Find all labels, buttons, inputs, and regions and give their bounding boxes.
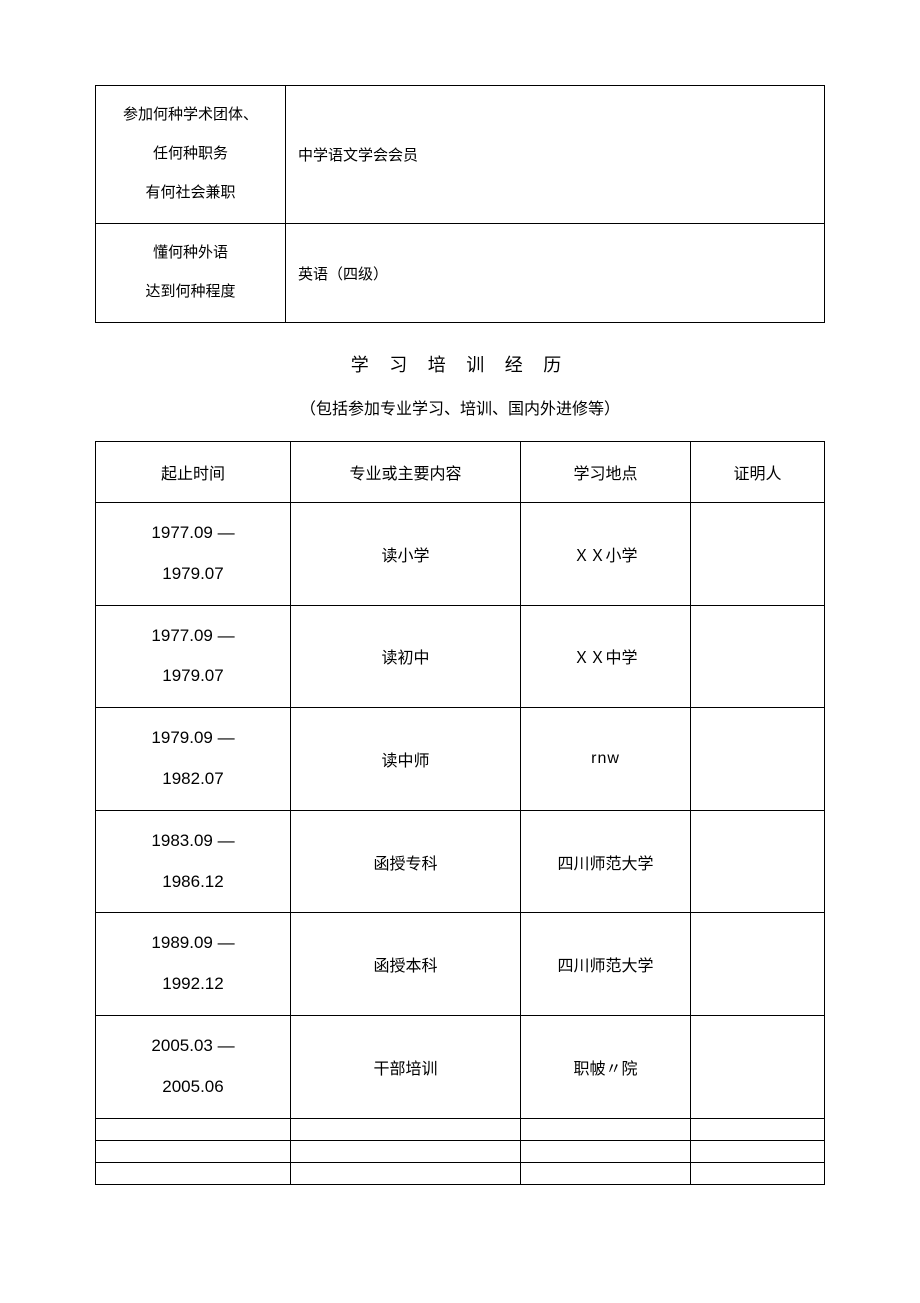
header-witness: 证明人: [691, 442, 825, 503]
cell-place: 四川师范大学: [521, 913, 691, 1016]
info-label-line: 参加何种学术团体、: [96, 96, 285, 135]
cell-content: 读初中: [291, 605, 521, 708]
cell-witness: [691, 708, 825, 811]
empty-cell: [521, 1162, 691, 1184]
cell-witness: [691, 810, 825, 913]
empty-cell: [691, 1118, 825, 1140]
table-row: 1977.09 —1979.07读小学ＸＸ小学: [96, 503, 825, 606]
info-label-line: 达到何种程度: [96, 273, 285, 312]
table-row-empty: [96, 1118, 825, 1140]
table-row: 1983.09 —1986.12函授专科四川师范大学: [96, 810, 825, 913]
cell-time: 2005.03 —2005.06: [96, 1015, 291, 1118]
table-header-row: 起止时间 专业或主要内容 学习地点 证明人: [96, 442, 825, 503]
document-page: 参加何种学术团体、任何种职务有何社会兼职中学语文学会会员懂何种外语达到何种程度英…: [0, 0, 920, 1245]
cell-witness: [691, 913, 825, 1016]
empty-cell: [96, 1140, 291, 1162]
time-line: 2005.03 —: [96, 1026, 290, 1067]
table-row: 1977.09 —1979.07读初中ＸＸ中学: [96, 605, 825, 708]
info-label: 懂何种外语达到何种程度: [96, 224, 286, 323]
cell-content: 读中师: [291, 708, 521, 811]
cell-content: 函授专科: [291, 810, 521, 913]
info-row: 懂何种外语达到何种程度英语（四级）: [96, 224, 825, 323]
education-table-body: 1977.09 —1979.07读小学ＸＸ小学1977.09 —1979.07读…: [96, 503, 825, 1185]
section-subtitle: （包括参加专业学习、培训、国内外进修等）: [95, 395, 825, 419]
cell-time: 1977.09 —1979.07: [96, 503, 291, 606]
info-row: 参加何种学术团体、任何种职务有何社会兼职中学语文学会会员: [96, 86, 825, 224]
cell-time: 1989.09 —1992.12: [96, 913, 291, 1016]
cell-place: ＸＸ中学: [521, 605, 691, 708]
time-line: 2005.06: [96, 1067, 290, 1108]
cell-time: 1983.09 —1986.12: [96, 810, 291, 913]
time-line: 1992.12: [96, 964, 290, 1005]
empty-cell: [291, 1118, 521, 1140]
cell-witness: [691, 503, 825, 606]
time-line: 1983.09 —: [96, 821, 290, 862]
section-title: 学 习 培 训 经 历: [95, 351, 825, 377]
info-value: 中学语文学会会员: [286, 86, 825, 224]
header-time: 起止时间: [96, 442, 291, 503]
table-row-empty: [96, 1140, 825, 1162]
info-label: 参加何种学术团体、任何种职务有何社会兼职: [96, 86, 286, 224]
table-row-empty: [96, 1162, 825, 1184]
info-value: 英语（四级）: [286, 224, 825, 323]
time-line: 1979.07: [96, 656, 290, 697]
time-line: 1979.09 —: [96, 718, 290, 759]
cell-place: 四川师范大学: [521, 810, 691, 913]
time-line: 1977.09 —: [96, 616, 290, 657]
time-line: 1989.09 —: [96, 923, 290, 964]
education-table-head: 起止时间 专业或主要内容 学习地点 证明人: [96, 442, 825, 503]
empty-cell: [96, 1118, 291, 1140]
cell-place: rnw: [521, 708, 691, 811]
empty-cell: [691, 1162, 825, 1184]
time-line: 1979.07: [96, 554, 290, 595]
table-row: 1989.09 —1992.12函授本科四川师范大学: [96, 913, 825, 1016]
info-table: 参加何种学术团体、任何种职务有何社会兼职中学语文学会会员懂何种外语达到何种程度英…: [95, 85, 825, 323]
cell-time: 1979.09 —1982.07: [96, 708, 291, 811]
cell-time: 1977.09 —1979.07: [96, 605, 291, 708]
empty-cell: [521, 1140, 691, 1162]
empty-cell: [521, 1118, 691, 1140]
empty-cell: [291, 1140, 521, 1162]
info-label-line: 任何种职务: [96, 135, 285, 174]
table-row: 2005.03 —2005.06干部培训职帔〃院: [96, 1015, 825, 1118]
education-table: 起止时间 专业或主要内容 学习地点 证明人 1977.09 —1979.07读小…: [95, 441, 825, 1185]
info-label-line: 懂何种外语: [96, 234, 285, 273]
cell-place: ＸＸ小学: [521, 503, 691, 606]
table-row: 1979.09 —1982.07读中师rnw: [96, 708, 825, 811]
info-table-body: 参加何种学术团体、任何种职务有何社会兼职中学语文学会会员懂何种外语达到何种程度英…: [96, 86, 825, 323]
empty-cell: [96, 1162, 291, 1184]
header-content: 专业或主要内容: [291, 442, 521, 503]
cell-content: 干部培训: [291, 1015, 521, 1118]
empty-cell: [691, 1140, 825, 1162]
cell-witness: [691, 1015, 825, 1118]
cell-witness: [691, 605, 825, 708]
cell-place: 职帔〃院: [521, 1015, 691, 1118]
time-line: 1986.12: [96, 862, 290, 903]
empty-cell: [291, 1162, 521, 1184]
time-line: 1977.09 —: [96, 513, 290, 554]
time-line: 1982.07: [96, 759, 290, 800]
cell-content: 函授本科: [291, 913, 521, 1016]
cell-content: 读小学: [291, 503, 521, 606]
header-place: 学习地点: [521, 442, 691, 503]
info-label-line: 有何社会兼职: [96, 174, 285, 213]
